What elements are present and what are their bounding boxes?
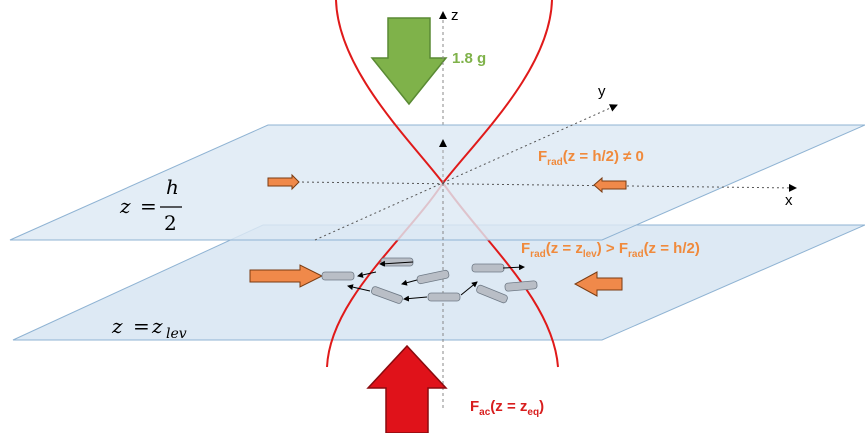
rod [371, 286, 403, 304]
y-axis [314, 104, 618, 241]
svg-text:Fac(z = zeq): Fac(z = zeq) [470, 398, 544, 418]
block-arrow-icon [573, 271, 623, 297]
acoustic-force-label: Fac(z = zeq) [470, 398, 544, 418]
rod [476, 284, 508, 304]
svg-text:Frad(z = zlev) > Frad(z = h/2): Frad(z = zlev) > Frad(z = h/2) [521, 240, 700, 260]
rod [471, 263, 505, 273]
rod [504, 280, 538, 292]
z-axis-label: z [451, 7, 459, 24]
rod-cluster [321, 257, 538, 304]
gravity-arrow [370, 17, 448, 106]
down-arrow-icon [370, 17, 448, 106]
bottom-particle-right [573, 271, 623, 297]
bottom-particle-left [249, 264, 324, 288]
gravity-label: 1.8 g [452, 50, 486, 67]
svg-text:z: z [151, 314, 163, 338]
x-axis-label: x [785, 192, 793, 209]
beam-upper [335, 0, 553, 184]
svg-text:2: 2 [164, 211, 177, 235]
x-axis [296, 181, 797, 192]
plane-top-equation: z = h 2 [119, 175, 182, 235]
block-arrow-icon [593, 176, 627, 194]
rod [321, 271, 355, 281]
svg-text:lev: lev [166, 326, 187, 342]
rod [427, 292, 461, 302]
rod-motion-arrows [347, 260, 525, 302]
svg-text:=: = [140, 194, 157, 218]
svg-text:z: z [111, 314, 123, 338]
rod [416, 269, 450, 285]
top-plane [9, 124, 865, 241]
bottom-plane [12, 224, 865, 341]
block-arrow-icon [249, 264, 324, 288]
force-mid-label: Frad(z = zlev) > Frad(z = h/2) [521, 240, 700, 260]
top-particle-left [267, 173, 300, 191]
plane-bottom-equation: z = z lev [111, 314, 187, 342]
svg-text:z: z [119, 194, 131, 218]
acoustic-force-arrow [366, 344, 448, 433]
svg-text:Frad(z = h/2) ≠ 0: Frad(z = h/2) ≠ 0 [538, 148, 644, 168]
svg-text:=: = [133, 314, 150, 338]
block-arrow-icon [267, 173, 300, 191]
top-particle-right [593, 176, 627, 194]
y-axis-label: y [598, 83, 606, 100]
up-arrow-icon [366, 344, 448, 433]
force-top-label: Frad(z = h/2) ≠ 0 [538, 148, 644, 168]
svg-text:h: h [166, 175, 179, 199]
